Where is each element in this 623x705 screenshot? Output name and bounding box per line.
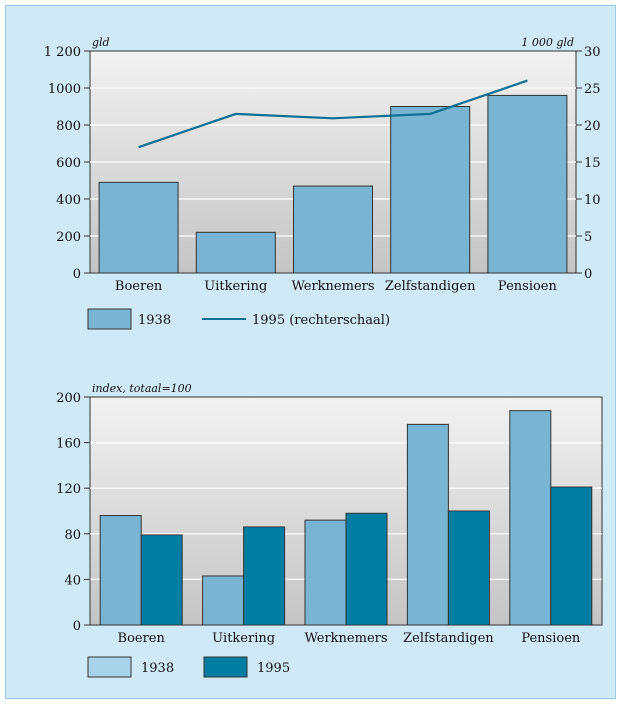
- bar-1995: [447, 510, 490, 626]
- left-tick-label: 200: [56, 391, 81, 406]
- bar-1938: [406, 423, 449, 626]
- right-tick-label: 15: [584, 156, 601, 171]
- chart-2: 0 40 80 120 160 200 Boeren Uitkering Werknemers…: [56, 382, 603, 678]
- chart-2-unit: index, totaal=100: [92, 382, 192, 395]
- chart-1-legend: 1938 1995 (rechterschaal): [87, 308, 390, 330]
- category-label: Zelfstandigen: [385, 279, 476, 294]
- chart-1-line-series: [138, 79, 528, 149]
- bar-1938: [293, 185, 373, 274]
- bar-1938: [99, 515, 142, 626]
- bar-1995: [140, 534, 183, 626]
- chart-1-bars: [98, 94, 568, 274]
- bar-1938: [487, 94, 568, 274]
- bar-1995: [550, 486, 593, 626]
- bar-1938: [202, 575, 245, 626]
- category-label: Werknemers: [291, 279, 374, 294]
- right-tick-label: 0: [584, 267, 592, 282]
- category-label: Uitkering: [204, 279, 267, 294]
- left-tick-label: 600: [56, 156, 81, 171]
- bar-1938: [195, 231, 276, 274]
- left-tick-label: 120: [56, 482, 81, 497]
- legend-label-1938: 1938: [138, 313, 171, 328]
- chart-2-legend: 1938 1995: [87, 656, 290, 678]
- left-tick-label: 1 200: [44, 45, 81, 60]
- bar-1938: [509, 410, 552, 626]
- chart-1-right-ticks: 0 5 10 15 20 25 30: [576, 45, 601, 282]
- chart-2-bars: [99, 410, 593, 626]
- right-tick-label: 5: [584, 230, 592, 245]
- right-tick-label: 30: [584, 45, 601, 60]
- right-tick-label: 20: [584, 119, 601, 134]
- legend-swatch-1938: [87, 308, 132, 330]
- line-1995: [138, 79, 528, 149]
- chart-1: 0 200 400 600 800 1000 1 200 0 5 10 15 20 25 30 Boer…: [44, 36, 601, 330]
- left-tick-label: 40: [64, 573, 81, 588]
- category-label: Pensioen: [498, 279, 558, 294]
- left-tick-label: 0: [73, 619, 81, 634]
- chart-1-left-unit: gld: [92, 36, 110, 49]
- category-label: Zelfstandigen: [403, 631, 494, 646]
- left-tick-label: 400: [56, 193, 81, 208]
- left-tick-label: 1000: [48, 82, 81, 97]
- bar-1995: [345, 512, 388, 626]
- bar-1938: [390, 106, 471, 274]
- left-tick-label: 200: [56, 230, 81, 245]
- legend-label-1938: 1938: [141, 661, 174, 676]
- right-tick-label: 25: [584, 82, 601, 97]
- chart-panel: 0 200 400 600 800 1000 1 200 0 5 10 15 20 25 30 Boer…: [5, 5, 616, 699]
- chart-2-left-ticks: 0 40 80 120 160 200: [56, 391, 90, 634]
- chart-1-right-unit: 1 000 gld: [521, 36, 574, 49]
- left-tick-label: 0: [73, 267, 81, 282]
- category-label: Boeren: [118, 631, 166, 646]
- chart-2-category-labels: Boeren Uitkering Werknemers Zelfstandigen Pe…: [118, 631, 581, 646]
- category-label: Uitkering: [212, 631, 275, 646]
- left-tick-label: 80: [64, 528, 81, 543]
- right-tick-label: 10: [584, 193, 601, 208]
- category-label: Pensioen: [521, 631, 581, 646]
- chart-1-category-labels: Boeren Uitkering Werknemers Zelfstandigen Pe…: [115, 279, 558, 294]
- left-tick-label: 160: [56, 437, 81, 452]
- bar-1995: [243, 526, 286, 626]
- legend-swatch-1995: [203, 656, 248, 678]
- chart-1-left-ticks: 0 200 400 600 800 1000 1 200: [44, 45, 90, 282]
- legend-swatch-1938: [87, 656, 132, 678]
- legend-label-1995: 1995: [257, 661, 290, 676]
- left-tick-label: 800: [56, 119, 81, 134]
- legend-label-1995-right-scale: 1995 (rechterschaal): [252, 313, 390, 328]
- bar-1938: [304, 519, 347, 626]
- category-label: Boeren: [115, 279, 163, 294]
- bar-1938: [98, 181, 179, 274]
- category-label: Werknemers: [304, 631, 387, 646]
